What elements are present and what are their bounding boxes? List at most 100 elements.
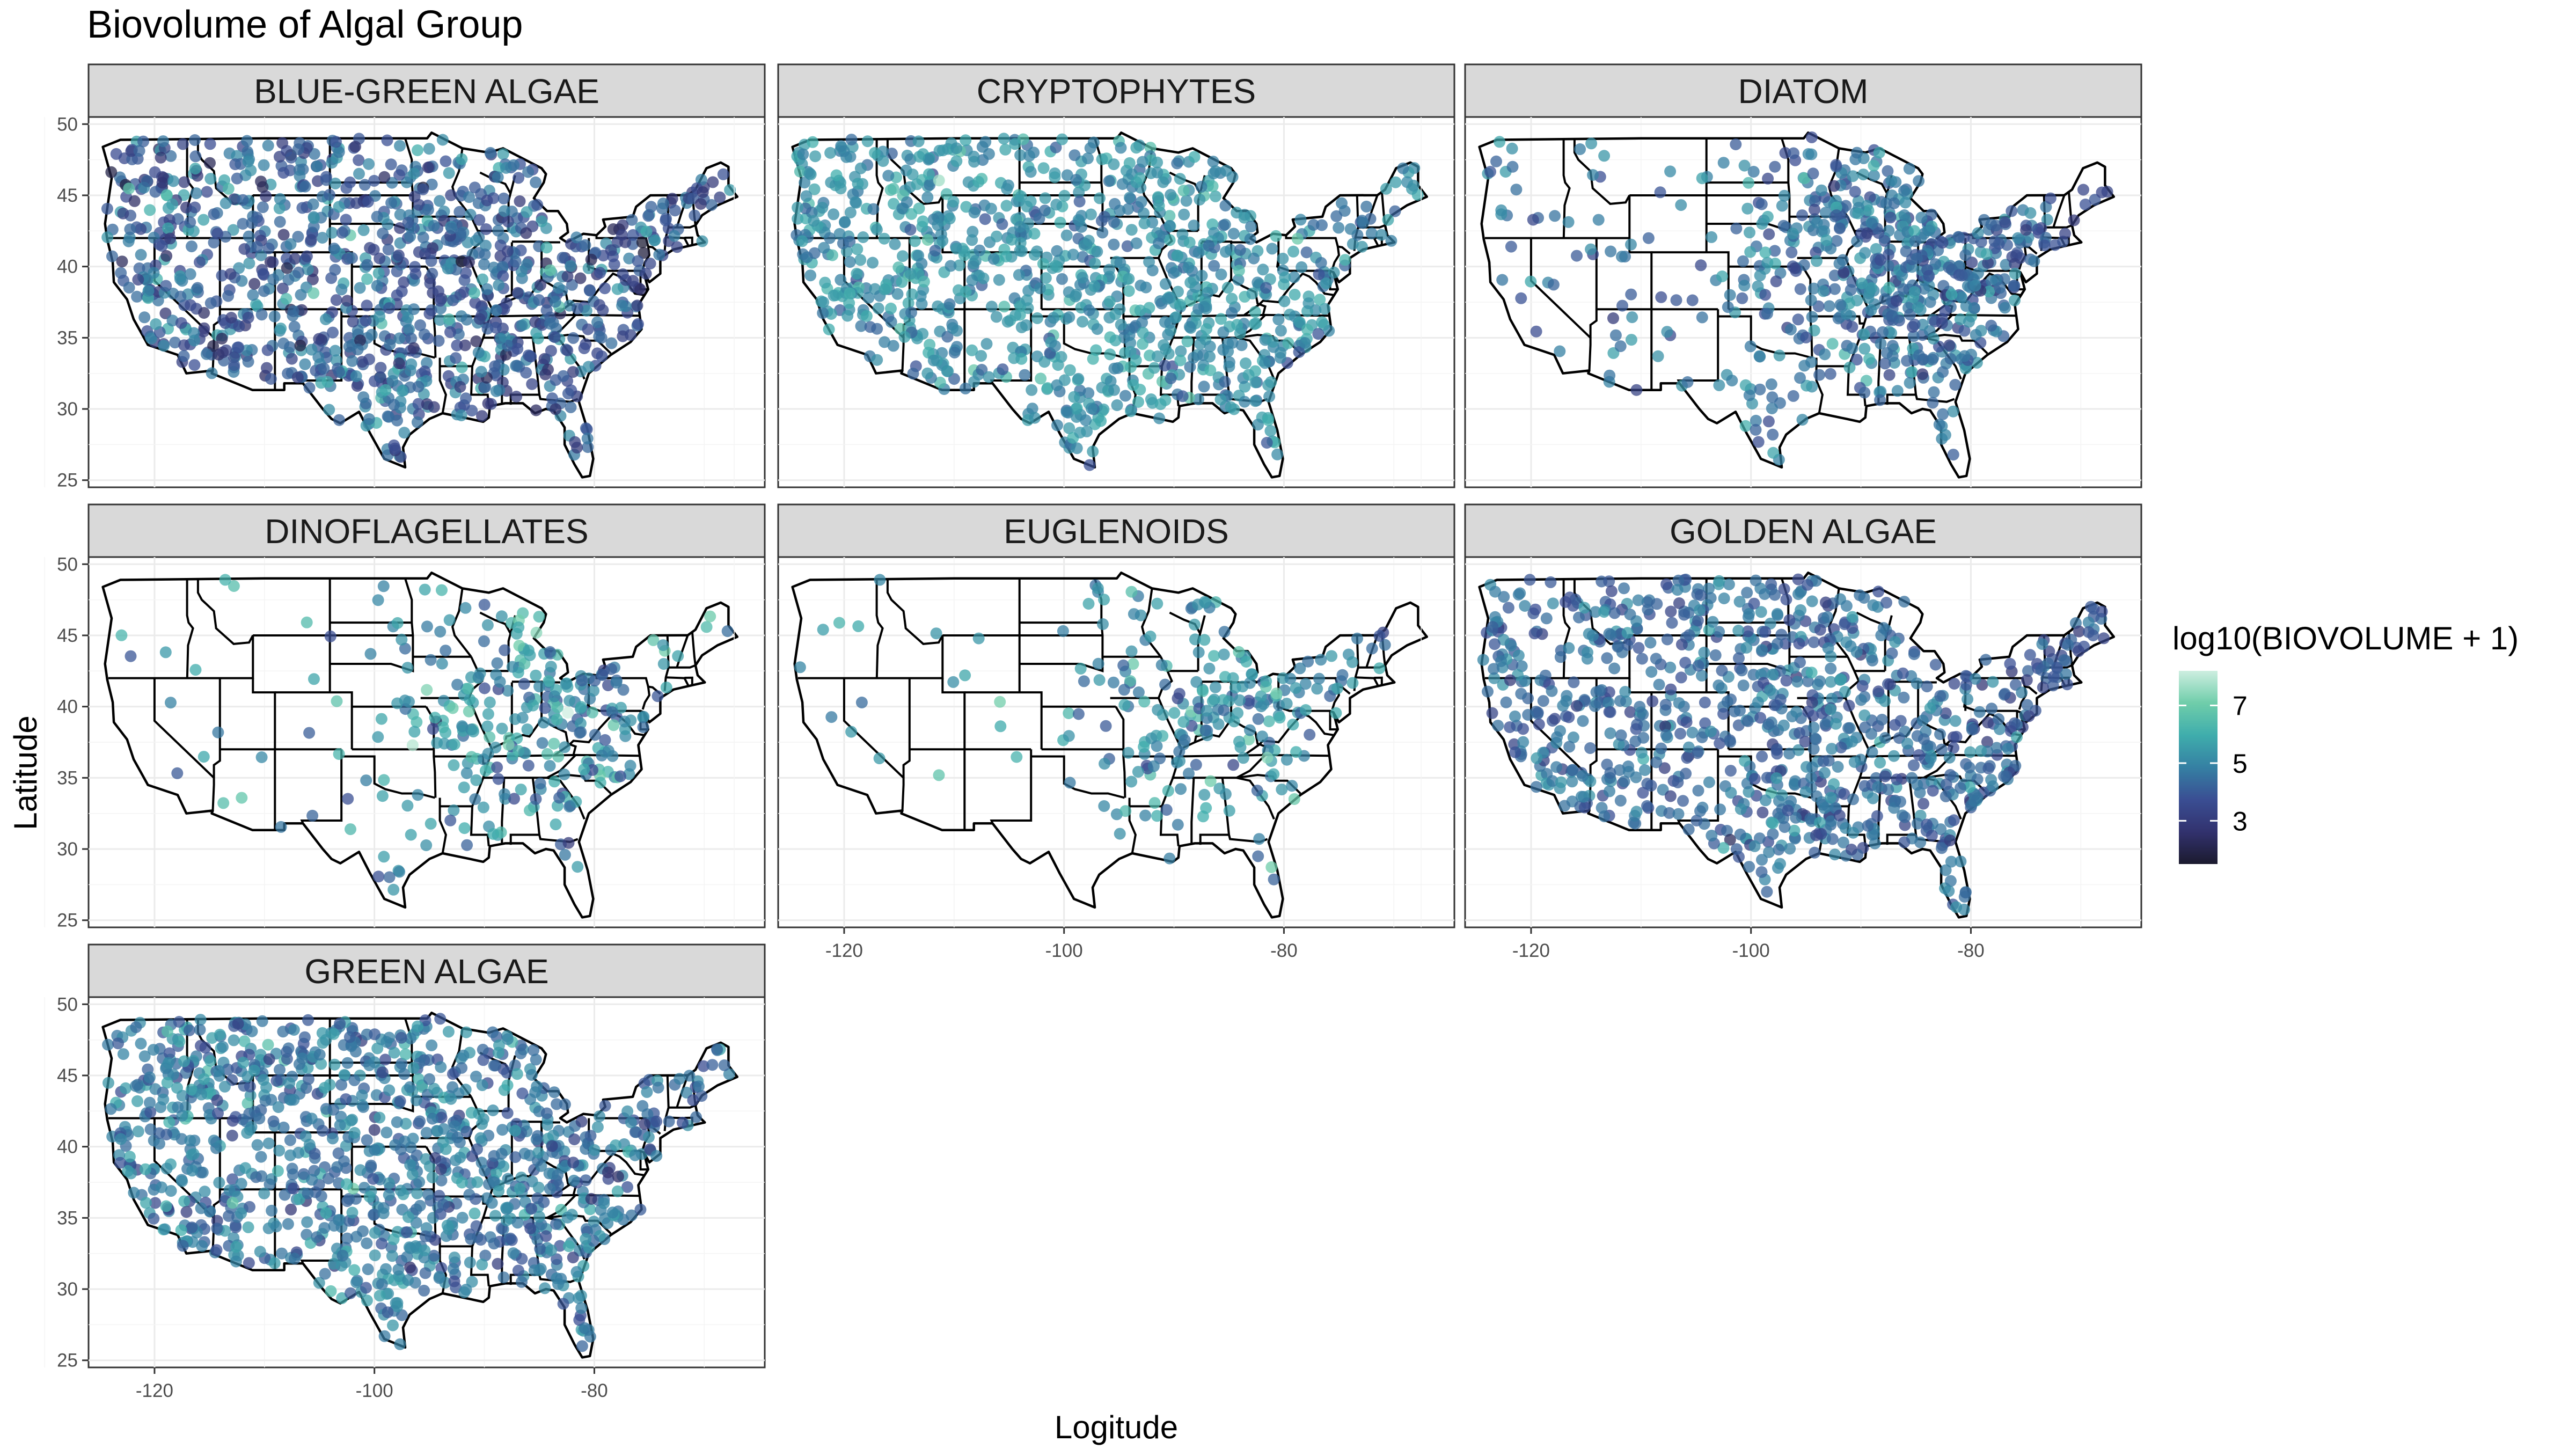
data-point [1730,222,1743,235]
data-point [353,167,365,180]
data-point [484,696,496,708]
data-point [1074,662,1087,675]
facet-panel: DIATOM [1421,63,2142,488]
data-point [1163,234,1176,246]
data-point [467,726,479,738]
state-boundary [2052,195,2066,228]
data-point [1217,326,1230,339]
data-point [277,167,290,179]
data-point [1287,245,1299,258]
data-point [361,259,374,271]
data-point [1315,654,1327,666]
data-point [1218,648,1230,661]
data-point [1246,668,1258,680]
data-point [238,243,251,255]
data-point [1659,699,1672,711]
data-point [178,350,190,362]
data-point [1665,683,1677,696]
data-point [1118,699,1131,711]
data-point [721,625,734,638]
data-point [228,580,240,592]
data-point [1986,702,1998,715]
data-point [405,358,418,370]
data-point [511,342,524,355]
data-point [135,248,147,261]
data-point [1068,391,1080,403]
data-point [574,718,587,729]
data-point [1192,303,1205,315]
data-point [1153,237,1165,250]
data-point [285,151,297,164]
data-point [454,289,466,301]
data-point [1987,780,1999,793]
data-point [375,362,387,374]
data-point [1783,614,1796,626]
data-point [1373,630,1386,642]
data-point [1360,200,1373,213]
data-point [1336,197,1348,209]
data-point [562,387,574,400]
state-boundary [330,578,414,673]
y-tick-label: 40 [57,257,78,277]
data-point [262,1038,274,1051]
data-point [835,274,847,286]
data-point [320,313,332,325]
data-point [1051,379,1063,391]
data-point [386,375,399,387]
data-point [564,694,576,707]
data-point [1678,609,1690,621]
data-point [474,313,486,325]
data-point [233,320,245,333]
data-point [1807,167,1819,180]
data-point [2036,638,2048,650]
data-point [1714,803,1726,816]
data-point [1813,369,1826,381]
data-point [206,367,218,379]
data-point [280,292,292,305]
data-point [707,176,719,188]
data-point [1904,377,1916,389]
data-point [1517,736,1529,748]
data-point [388,399,400,411]
data-point [372,594,384,606]
data-point [403,696,415,708]
facet-strip-label: DIATOM [1738,72,1869,111]
data-point [1082,235,1095,247]
data-point [1563,741,1576,753]
data-point [328,243,340,255]
data-point [480,239,492,252]
data-point [282,368,294,379]
data-point [1820,596,1832,609]
data-point [1157,176,1169,188]
state-boundary [2045,224,2073,229]
data-point [458,781,470,794]
data-point [552,750,565,763]
data-point [174,273,186,286]
data-point [1858,709,1871,721]
data-point [808,215,820,227]
data-point [864,321,876,333]
data-point [1699,697,1711,708]
data-point [1909,235,1921,247]
data-point [940,188,953,200]
data-point [521,723,533,735]
state-boundary [964,691,1043,750]
data-point [1091,245,1103,258]
data-point [987,253,1000,265]
data-point [1962,693,1974,705]
data-point [816,202,829,214]
data-point [2032,223,2044,236]
data-point [1336,669,1349,681]
y-tick-label: 45 [57,185,78,206]
data-point [427,723,439,735]
state-boundary [1484,138,1631,239]
data-point [1936,317,1948,330]
data-point [1554,651,1567,663]
data-point [1963,762,1975,774]
data-point [1137,327,1149,339]
data-point [1806,761,1818,773]
data-point [1898,691,1910,704]
data-point [433,335,445,347]
data-point [1744,340,1757,353]
